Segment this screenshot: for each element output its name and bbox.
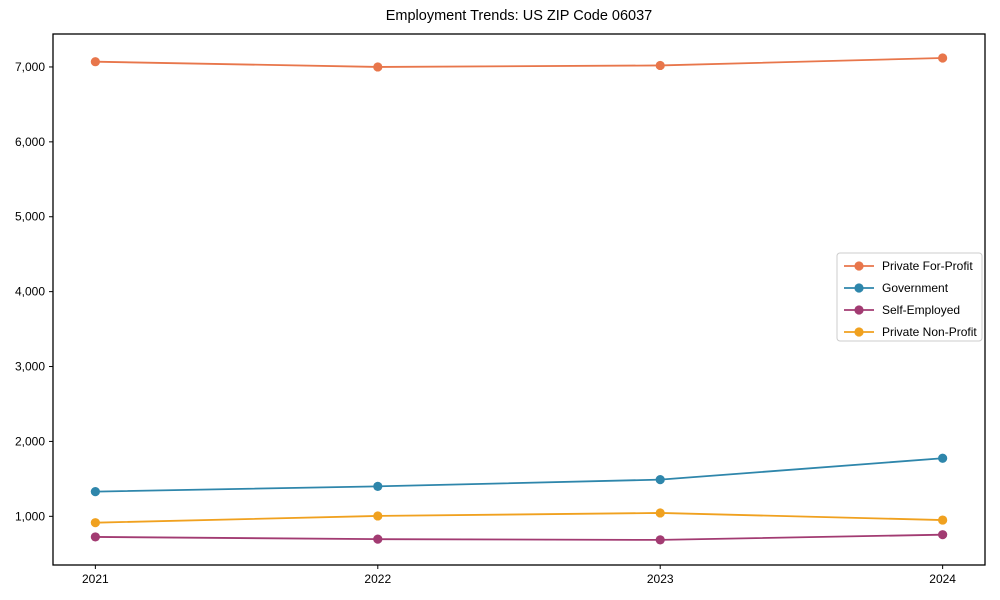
- legend-entry-private-non-profit: Private Non-Profit: [844, 325, 977, 339]
- data-point-government: [373, 481, 383, 491]
- legend-label: Self-Employed: [882, 303, 960, 317]
- legend-entry-self-employed: Self-Employed: [844, 303, 960, 317]
- x-axis-tick-label: 2024: [929, 572, 956, 586]
- data-point-government: [655, 475, 665, 485]
- data-point-private-for-profit: [90, 57, 100, 67]
- legend-marker-icon: [854, 327, 864, 337]
- x-axis-tick-label: 2023: [647, 572, 674, 586]
- y-axis-tick-label: 2,000: [15, 434, 45, 448]
- legend-marker-icon: [854, 283, 864, 293]
- data-point-private-non-profit: [90, 518, 100, 528]
- data-point-self-employed: [938, 530, 948, 540]
- data-point-private-non-profit: [373, 511, 383, 521]
- legend-label: Private For-Profit: [882, 259, 973, 273]
- legend-entry-government: Government: [844, 281, 949, 295]
- y-axis-tick-label: 6,000: [15, 135, 45, 149]
- data-point-private-for-profit: [373, 62, 383, 72]
- data-point-government: [90, 487, 100, 497]
- legend-label: Government: [882, 281, 949, 295]
- y-axis-tick-label: 7,000: [15, 60, 45, 74]
- data-point-private-non-profit: [655, 508, 665, 518]
- data-point-self-employed: [90, 532, 100, 542]
- y-axis-tick-label: 4,000: [15, 285, 45, 299]
- y-axis-tick-label: 1,000: [15, 509, 45, 523]
- legend-marker-icon: [854, 305, 864, 315]
- x-axis-tick-label: 2021: [82, 572, 109, 586]
- chart-title: Employment Trends: US ZIP Code 06037: [386, 8, 653, 24]
- data-point-private-non-profit: [938, 515, 948, 525]
- legend-label: Private Non-Profit: [882, 325, 977, 339]
- data-point-private-for-profit: [938, 53, 948, 63]
- data-point-self-employed: [373, 534, 383, 544]
- series-line-private-for-profit: [94, 57, 944, 68]
- data-point-government: [938, 453, 948, 463]
- plot-area: 1,000 2,000 3,000 4,000 5,000 6,000 7,000 2021 2…: [15, 33, 986, 586]
- plot-border: [52, 33, 986, 566]
- series-line-private-non-profit: [94, 512, 944, 524]
- legend-entry-private-for-profit: Private For-Profit: [844, 259, 973, 273]
- series-line-government: [94, 457, 944, 493]
- y-axis-tick-label: 5,000: [15, 210, 45, 224]
- legend-marker-icon: [854, 261, 864, 271]
- series-line-self-employed: [94, 533, 944, 541]
- data-point-self-employed: [655, 535, 665, 545]
- data-point-private-for-profit: [655, 60, 665, 71]
- legend-box: [836, 252, 983, 342]
- x-axis-tick-label: 2022: [364, 572, 391, 586]
- y-axis-tick-label: 3,000: [15, 360, 45, 374]
- legend: Private For-Profit Government Self-Employe…: [836, 252, 983, 342]
